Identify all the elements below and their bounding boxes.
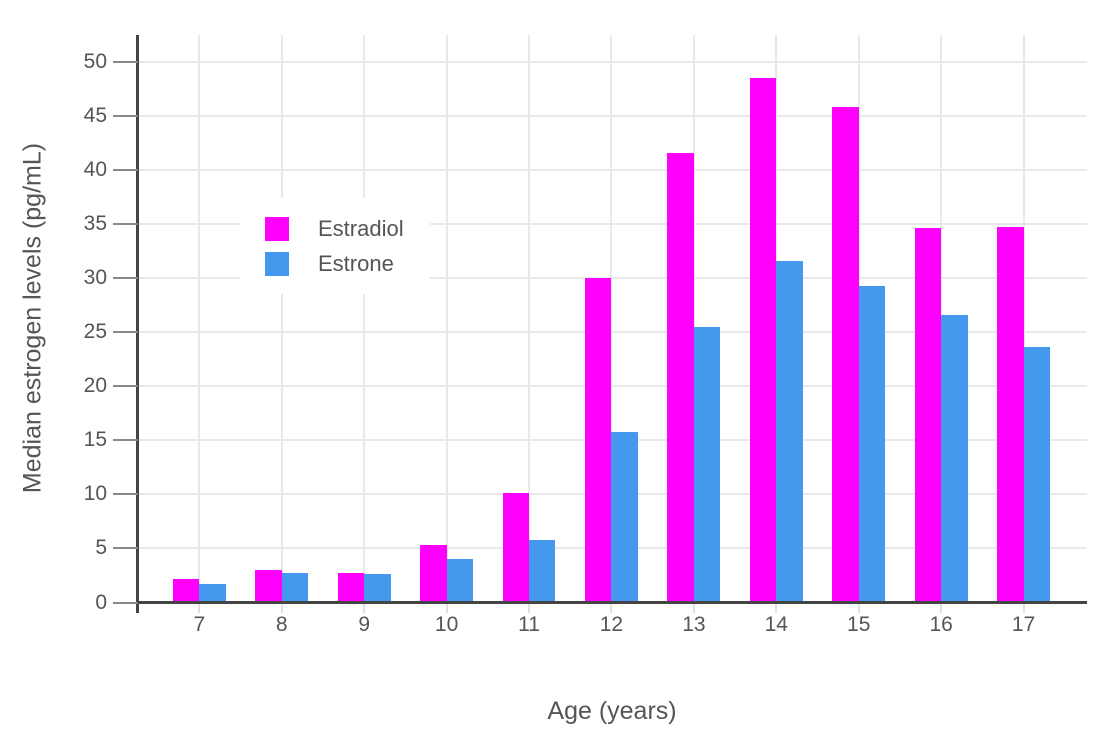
x-tick-mark (775, 604, 778, 613)
x-tick-mark (528, 604, 531, 613)
bar-estrone-age-9 (364, 574, 391, 603)
x-gridline (1022, 35, 1025, 603)
y-tick-mark (113, 601, 138, 604)
y-tick-mark (113, 547, 138, 550)
x-tick-mark (610, 604, 613, 613)
y-tick-mark (113, 439, 138, 442)
x-tick-mark (198, 604, 201, 613)
bar-estrone-age-17 (1023, 347, 1050, 603)
x-tick-label: 11 (518, 613, 540, 636)
y-tick-label: 30 (83, 266, 107, 290)
y-tick-label: 45 (83, 104, 107, 128)
legend-item-estrone[interactable]: Estrone (265, 250, 430, 276)
bar-estrone-age-7 (199, 584, 226, 603)
legend-label-estrone: Estrone (318, 250, 394, 276)
bar-estradiol-age-15 (832, 107, 859, 603)
x-gridline (692, 35, 695, 603)
bar-estradiol-age-14 (749, 78, 777, 603)
estradiol-swatch-icon (265, 216, 289, 241)
bar-estradiol-age-17 (997, 227, 1024, 603)
y-tick-mark (113, 277, 138, 280)
bar-estrone-age-16 (941, 314, 968, 603)
bar-estrone-age-8 (281, 573, 309, 603)
y-tick-mark (113, 385, 138, 388)
bar-estrone-age-12 (611, 431, 638, 603)
x-axis-title: Age (years) (547, 697, 677, 725)
bar-estradiol-age-13 (667, 152, 694, 603)
y-tick-label: 10 (83, 482, 107, 506)
x-tick-mark (363, 604, 366, 613)
y-tick-mark (113, 61, 138, 64)
x-gridline (528, 35, 531, 603)
x-tick-mark (857, 604, 860, 613)
bar-estradiol-age-7 (172, 578, 200, 603)
y-tick-label: 20 (83, 374, 107, 398)
y-tick-label: 0 (95, 590, 107, 614)
bar-estradiol-age-11 (502, 493, 529, 603)
bar-estradiol-age-12 (585, 278, 612, 603)
bar-estradiol-age-10 (420, 545, 447, 603)
y-tick-label: 5 (95, 536, 107, 560)
y-tick-label: 35 (83, 212, 107, 236)
estrone-swatch-icon (265, 251, 289, 276)
y-tick-mark (113, 115, 138, 118)
x-tick-mark (1022, 604, 1025, 613)
bar-estradiol-age-9 (337, 573, 365, 603)
bar-estrone-age-13 (693, 326, 721, 603)
y-tick-mark (113, 223, 138, 226)
y-tick-mark (113, 331, 138, 334)
x-tick-label: 8 (275, 613, 288, 636)
bar-estradiol-age-16 (914, 228, 942, 603)
x-tick-label: 13 (682, 613, 706, 636)
x-tick-label: 14 (764, 613, 788, 636)
bar-estradiol-age-8 (255, 570, 282, 603)
y-tick-mark (113, 169, 138, 172)
y-tick-mark (113, 493, 138, 496)
x-tick-label: 7 (193, 613, 206, 636)
y-tick-label: 50 (83, 50, 107, 74)
bar-estrone-age-10 (446, 559, 473, 603)
x-axis-line (136, 601, 1087, 604)
x-gridline (363, 35, 366, 603)
x-tick-label: 10 (434, 613, 459, 636)
legend-label-estradiol: Estradiol (318, 215, 404, 241)
bar-estrone-age-15 (858, 285, 886, 603)
bar-estrone-age-11 (529, 539, 556, 603)
y-tick-label: 40 (83, 158, 107, 182)
x-tick-label: 15 (847, 613, 871, 636)
x-tick-label: 9 (358, 613, 370, 636)
x-gridline (610, 35, 613, 603)
y-tick-label: 25 (83, 320, 107, 344)
x-gridline (445, 35, 448, 603)
legend: Estradiol Estrone (240, 198, 430, 294)
x-gridline (280, 35, 283, 603)
x-tick-mark (692, 604, 695, 613)
x-tick-mark (940, 604, 943, 613)
y-axis-line (136, 35, 139, 613)
legend-item-estradiol[interactable]: Estradiol (265, 215, 430, 241)
y-tick-label: 15 (83, 428, 107, 452)
x-tick-label: 12 (599, 613, 624, 636)
bar-estrone-age-14 (776, 260, 803, 603)
x-tick-mark (280, 604, 283, 613)
x-gridline (198, 35, 201, 603)
x-tick-mark (445, 604, 448, 613)
x-tick-label: 17 (1011, 613, 1036, 636)
x-tick-label: 16 (929, 613, 953, 636)
